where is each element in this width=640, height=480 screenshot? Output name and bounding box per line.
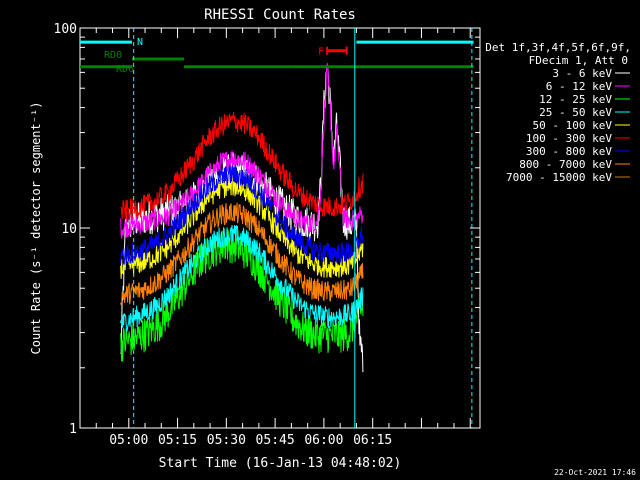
legend-entry-label: 3 - 6 keV [552, 67, 612, 80]
legend-entry-label: 100 - 300 keV [526, 132, 612, 145]
y-tick-label: 1 [69, 422, 77, 437]
x-tick-label: 06:15 [353, 433, 392, 448]
legend-entry-label: 7000 - 15000 keV [506, 171, 612, 184]
legend-entry-label: 800 - 7000 keV [519, 158, 612, 171]
state-bar-label-f: F [318, 47, 324, 58]
y-axis-label: Count Rate (s⁻¹ detector segment⁻¹) [29, 102, 43, 355]
series-line-100-300-kev [120, 111, 364, 220]
series-line-300-800-kev [120, 164, 364, 265]
legend-entry-label: 12 - 25 keV [539, 93, 612, 106]
x-tick-label: 05:15 [158, 433, 197, 448]
chart-title: RHESSI Count Rates [204, 7, 356, 23]
plot-clip-group [120, 63, 364, 373]
y-tick-label: 100 [54, 22, 77, 37]
legend-header-line-1: Det 1f,3f,4f,5f,6f,9f, [485, 41, 631, 54]
state-bar-label-rd6: RD6 [116, 64, 134, 75]
legend-entry-label: 25 - 50 keV [539, 106, 612, 119]
timestamp: 22-Oct-2021 17:46 [554, 468, 636, 477]
x-axis-label: Start Time (16-Jan-13 04:48:02) [159, 456, 402, 471]
series-line-6-12-kev [120, 63, 364, 239]
legend-entry-label: 300 - 800 keV [526, 145, 612, 158]
x-tick-label: 05:00 [109, 433, 148, 448]
y-tick-label: 10 [61, 222, 77, 237]
x-tick-label: 05:30 [207, 433, 246, 448]
legend-entry-label: 6 - 12 keV [546, 80, 613, 93]
series-line-25-50-kev [120, 224, 364, 333]
axes: 1 10 100 05:00 05:15 05:30 05:45 06:00 06:15 [54, 22, 480, 448]
plot-area: N F RD0 RD6 [80, 28, 474, 428]
x-tick-label: 06:00 [304, 433, 343, 448]
series-line-3-6-kev [120, 64, 364, 373]
series-line-50-100-kev [120, 174, 364, 279]
series-line-800-7000-kev [120, 202, 364, 308]
state-bar-label-rd0: RD0 [104, 50, 122, 61]
x-tick-label: 05:45 [256, 433, 295, 448]
state-bar-label-n: N [137, 37, 143, 48]
legend-entry-label: 50 - 100 keV [533, 119, 613, 132]
legend-header-line-2: FDecim 1, Att 0 [529, 54, 628, 67]
legend: Det 1f,3f,4f,5f,6f,9f, FDecim 1, Att 0 3… [485, 41, 631, 184]
